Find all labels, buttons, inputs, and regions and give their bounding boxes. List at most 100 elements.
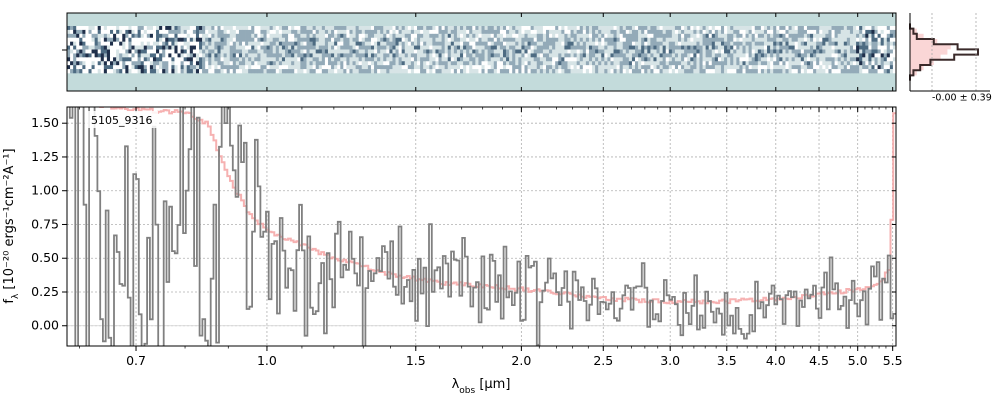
spectrum-2d-pixel <box>352 41 356 46</box>
spectrum-2d-pixel <box>760 37 765 42</box>
spectrum-2d-pixel <box>275 26 280 31</box>
spectrum-2d-pixel <box>177 57 181 62</box>
spectrum-2d-pixel <box>152 45 157 50</box>
spectrum-2d-pixel <box>730 69 734 74</box>
y-axis-label-unit: [10⁻²⁰ ergs⁻¹cm⁻²A⁻¹] <box>2 148 17 293</box>
spectrum-2d-pixel <box>684 61 688 66</box>
spectrum-2d-pixel <box>502 53 507 58</box>
spectrum-2d-pixel <box>374 37 378 42</box>
spectrum-2d-pixel <box>389 69 393 74</box>
spectrum-2d-pixel <box>159 49 163 54</box>
spectrum-2d-pixel <box>386 26 390 31</box>
spectrum-2d-pixel <box>892 57 897 62</box>
spectrum-2d-pixel <box>162 37 166 42</box>
spectrum-2d-pixel <box>610 53 614 58</box>
spectrum-2d-pixel <box>309 33 313 39</box>
spectrum-2d-pixel <box>303 57 307 62</box>
spectrum-2d-pixel <box>478 41 482 46</box>
spectrum-2d-pixel <box>662 45 667 50</box>
spectrum-2d-pixel <box>450 37 455 42</box>
spectrum-2d-pixel <box>288 33 292 39</box>
spectrum-2d-pixel <box>518 37 522 42</box>
spectrum-2d-pixel <box>536 49 541 54</box>
spectrum-2d-pixel <box>853 65 857 70</box>
spectrum-2d-pixel <box>478 26 482 31</box>
spectrum-2d-pixel <box>413 45 418 50</box>
spectrum-2d-pixel <box>506 69 510 74</box>
spectrum-2d-pixel <box>324 29 329 35</box>
spectrum-2d-pixel <box>208 61 212 66</box>
spectrum-2d-pixel <box>641 49 645 54</box>
spectrum-2d-pixel <box>776 33 780 39</box>
spectrum-2d-pixel <box>558 41 562 46</box>
spectrum-2d-pixel <box>386 69 390 74</box>
spectrum-2d-pixel <box>579 37 584 42</box>
spectrum-2d-pixel <box>635 61 639 66</box>
spectrum-2d-pixel <box>819 29 823 35</box>
spectrum-2d-pixel <box>125 26 129 31</box>
spectrum-2d-pixel <box>235 57 240 62</box>
spectrum-2d-pixel <box>730 45 734 50</box>
spectrum-2d-pixel <box>407 69 412 74</box>
spectrum-2d-pixel <box>552 37 556 42</box>
spectrum-2d-pixel <box>662 33 667 39</box>
spectrum-2d-pixel <box>435 37 439 42</box>
spectrum-2d-pixel <box>733 53 737 58</box>
spectrum-2d-pixel <box>641 57 645 62</box>
spectrum-2d-pixel <box>748 41 752 46</box>
spectrum-2d-pixel <box>346 49 350 54</box>
spectrum-2d-pixel <box>324 49 329 54</box>
spectrum-2d-pixel <box>420 61 424 66</box>
spectrum-2d-pixel <box>607 41 611 46</box>
spectrum-2d-pixel <box>469 33 473 39</box>
spectrum-2d-pixel <box>831 57 835 62</box>
spectrum-2d-pixel <box>745 33 749 39</box>
spectrum-2d-pixel <box>699 65 703 70</box>
spectrum-2d-pixel <box>159 53 163 58</box>
spectrum-2d-pixel <box>70 49 74 54</box>
spectrum-2d-pixel <box>653 45 657 50</box>
spectrum-2d-pixel <box>717 49 722 54</box>
spectrum-2d-pixel <box>880 33 885 39</box>
spectrum-2d-pixel <box>340 61 344 66</box>
spectrum-2d-pixel <box>576 49 581 54</box>
spectrum-2d-pixel <box>552 33 556 39</box>
spectrum-2d-pixel <box>149 26 154 31</box>
spectrum-2d-pixel <box>263 61 267 66</box>
spectrum-2d-pixel <box>595 26 599 31</box>
spectrum-2d-pixel <box>601 37 605 42</box>
spectrum-2d-pixel <box>828 49 832 54</box>
spectrum-2d-pixel <box>450 65 455 70</box>
spectrum-2d-pixel <box>576 37 581 42</box>
spectrum-2d-pixel <box>871 26 875 31</box>
spectrum-2d-pixel <box>214 45 218 50</box>
spectrum-2d-pixel <box>177 33 181 39</box>
spectrum-2d-pixel <box>558 33 562 39</box>
spectrum-2d-pixel <box>82 37 86 42</box>
spectrum-2d-pixel <box>232 65 237 70</box>
spectrum-2d-pixel <box>616 45 620 50</box>
spectrum-2d-pixel <box>598 41 602 46</box>
spectrum-2d-pixel <box>355 41 359 46</box>
spectrum-2d-pixel <box>404 65 409 70</box>
spectrum-2d-pixel <box>103 61 108 66</box>
spectrum-2d-pixel <box>389 61 393 66</box>
spectrum-2d-pixel <box>490 53 495 58</box>
spectrum-2d-pixel <box>226 29 231 35</box>
spectrum-2d-pixel <box>843 61 848 66</box>
spectrum-2d-pixel <box>816 61 820 66</box>
spectrum-2d-pixel <box>174 49 178 54</box>
spectrum-2d-pixel <box>192 29 197 35</box>
y-tick-label: 1.25 <box>31 149 59 164</box>
spectrum-2d-pixel <box>100 37 105 42</box>
spectrum-2d-pixel <box>828 37 832 42</box>
spectrum-2d-pixel <box>441 41 445 46</box>
spectrum-2d-pixel <box>843 53 848 58</box>
spectrum-2d-pixel <box>245 41 249 46</box>
spectrum-2d-pixel <box>622 69 627 74</box>
spectrum-2d-pixel <box>613 26 617 31</box>
spectrum-2d-pixel <box>106 65 111 70</box>
spectrum-2d-pixel <box>466 41 470 46</box>
spectrum-2d-pixel <box>616 57 620 62</box>
spectrum-2d-pixel <box>767 26 771 31</box>
